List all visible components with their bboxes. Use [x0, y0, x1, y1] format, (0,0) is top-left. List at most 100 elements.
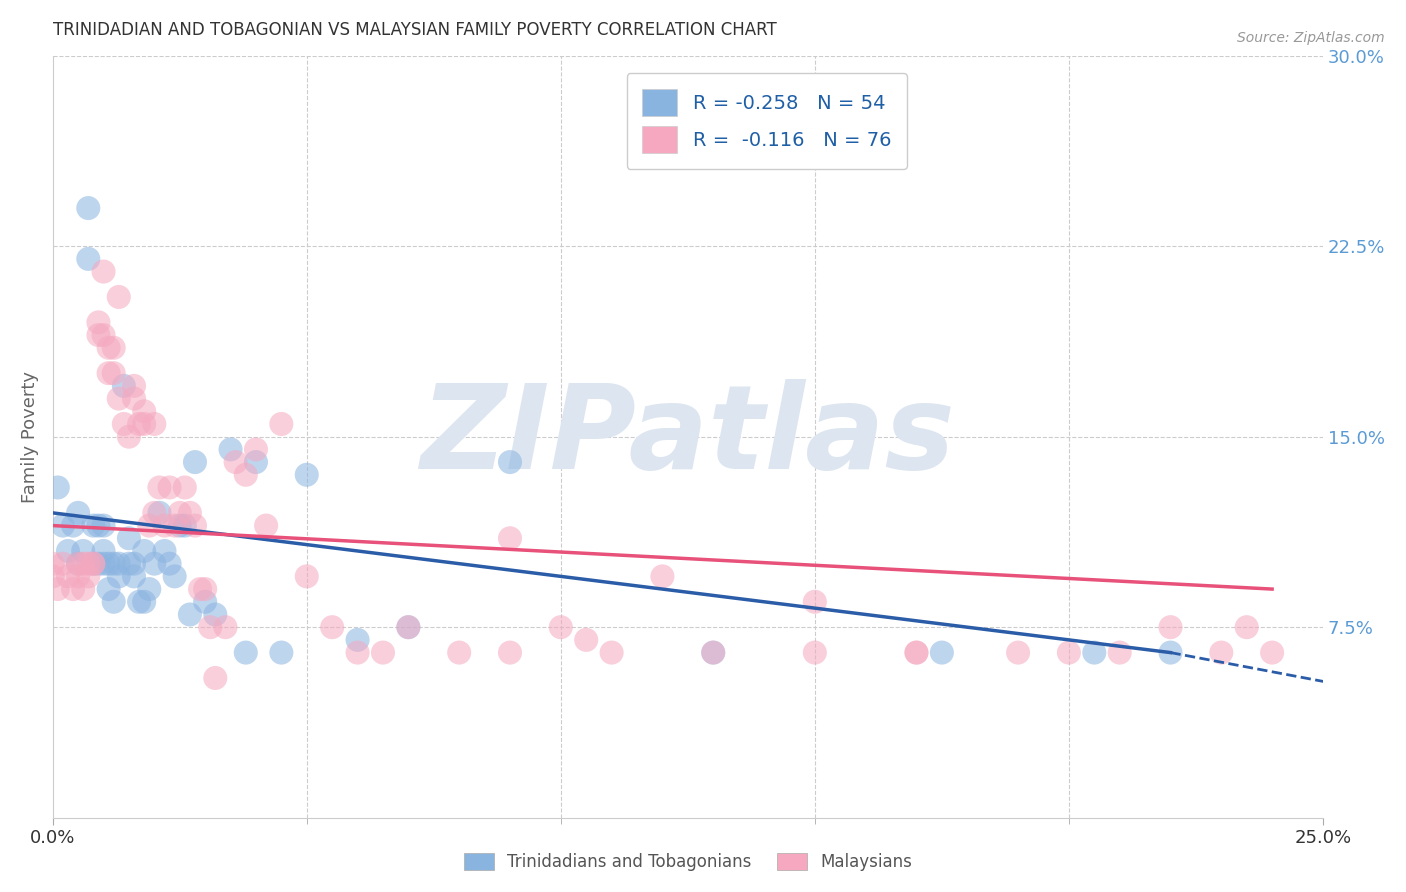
Point — [134, 595, 156, 609]
Point — [499, 531, 522, 545]
Point — [93, 264, 115, 278]
Point — [87, 328, 110, 343]
Point — [1211, 646, 1233, 660]
Point — [1261, 646, 1284, 660]
Point — [122, 569, 145, 583]
Point — [62, 582, 84, 596]
Point — [97, 557, 120, 571]
Point — [153, 544, 176, 558]
Point — [77, 557, 100, 571]
Point — [118, 430, 141, 444]
Point — [1160, 620, 1182, 634]
Point — [396, 620, 419, 634]
Point — [72, 557, 94, 571]
Point — [702, 646, 724, 660]
Point — [159, 480, 181, 494]
Point — [1236, 620, 1258, 634]
Point — [931, 646, 953, 660]
Point — [93, 518, 115, 533]
Point — [905, 646, 928, 660]
Point — [179, 506, 201, 520]
Point — [804, 595, 827, 609]
Y-axis label: Family Poverty: Family Poverty — [21, 371, 39, 503]
Point — [148, 480, 170, 494]
Point — [173, 518, 195, 533]
Point — [82, 518, 104, 533]
Point — [194, 595, 217, 609]
Legend: Trinidadians and Tobagonians, Malaysians: Trinidadians and Tobagonians, Malaysians — [457, 847, 918, 878]
Point — [184, 518, 207, 533]
Point — [219, 442, 242, 457]
Point — [77, 201, 100, 215]
Point — [82, 557, 104, 571]
Point — [179, 607, 201, 622]
Point — [204, 607, 226, 622]
Point — [122, 379, 145, 393]
Point — [143, 557, 166, 571]
Point — [169, 506, 191, 520]
Point — [112, 379, 135, 393]
Point — [87, 557, 110, 571]
Point — [1108, 646, 1130, 660]
Point — [103, 557, 125, 571]
Point — [200, 620, 222, 634]
Point — [575, 632, 598, 647]
Point — [56, 544, 79, 558]
Point — [204, 671, 226, 685]
Point — [67, 557, 90, 571]
Point — [295, 467, 318, 482]
Point — [245, 442, 267, 457]
Point — [702, 646, 724, 660]
Point — [118, 531, 141, 545]
Point — [1160, 646, 1182, 660]
Point — [128, 417, 150, 431]
Point — [194, 582, 217, 596]
Point — [270, 417, 292, 431]
Point — [46, 480, 69, 494]
Point — [396, 620, 419, 634]
Point — [138, 518, 160, 533]
Point — [93, 544, 115, 558]
Point — [82, 557, 104, 571]
Point — [138, 582, 160, 596]
Point — [122, 392, 145, 406]
Point — [449, 646, 471, 660]
Point — [103, 366, 125, 380]
Point — [107, 557, 129, 571]
Text: ZIPatlas: ZIPatlas — [420, 379, 955, 494]
Point — [112, 417, 135, 431]
Point — [107, 392, 129, 406]
Point — [93, 328, 115, 343]
Point — [169, 518, 191, 533]
Point — [235, 646, 257, 660]
Point — [41, 557, 63, 571]
Point — [225, 455, 247, 469]
Point — [159, 557, 181, 571]
Point — [163, 569, 186, 583]
Point — [52, 518, 75, 533]
Point — [87, 315, 110, 329]
Point — [103, 595, 125, 609]
Point — [188, 582, 211, 596]
Point — [499, 455, 522, 469]
Point — [67, 506, 90, 520]
Point — [134, 544, 156, 558]
Point — [550, 620, 572, 634]
Point — [56, 569, 79, 583]
Point — [97, 341, 120, 355]
Point — [67, 569, 90, 583]
Point — [235, 467, 257, 482]
Point — [346, 646, 368, 660]
Point — [41, 569, 63, 583]
Point — [93, 557, 115, 571]
Point — [97, 582, 120, 596]
Point — [163, 518, 186, 533]
Point — [1083, 646, 1105, 660]
Point — [295, 569, 318, 583]
Point — [87, 518, 110, 533]
Point — [72, 544, 94, 558]
Point — [107, 290, 129, 304]
Point — [153, 518, 176, 533]
Point — [600, 646, 623, 660]
Point — [321, 620, 343, 634]
